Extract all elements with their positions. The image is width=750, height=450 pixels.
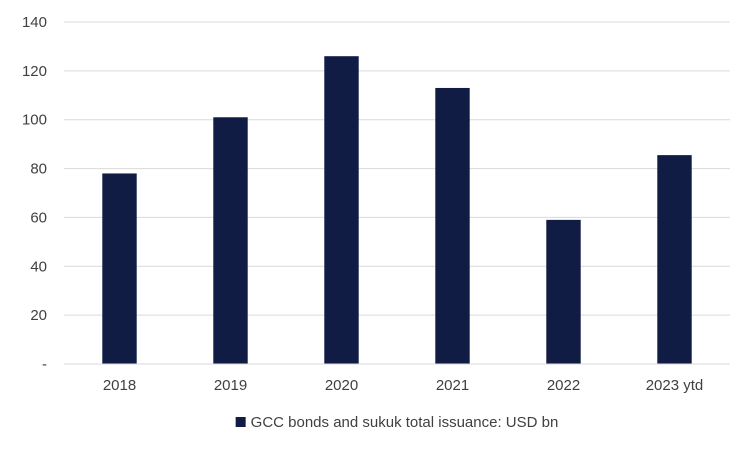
y-tick-label: 140 [22,14,47,31]
bar [657,155,692,364]
legend: GCC bonds and sukuk total issuance: USD … [235,414,559,431]
gridlines [64,21,730,316]
x-tick-label: 2020 [325,377,358,394]
bars [102,56,692,365]
x-tick-label: 2022 [547,377,580,394]
legend-swatch [235,417,246,427]
y-axis-tick-labels: - 20 40 60 80 100 120 140 [22,14,47,373]
y-tick-label: 80 [30,161,47,178]
x-tick-label: 2018 [103,377,136,394]
x-tick-label: 2019 [214,377,247,394]
x-tick-label: 2021 [436,377,469,394]
y-tick-label: 20 [30,307,47,324]
x-axis-tick-labels: 2018 2019 2020 2021 2022 2023 ytd [103,377,703,394]
bar [324,56,359,364]
bar [213,117,248,365]
y-tick-label: 120 [22,63,47,80]
y-tick-label: - [42,356,47,373]
y-tick-label: 100 [22,112,47,129]
y-tick-label: 40 [30,258,47,275]
legend-label: GCC bonds and sukuk total issuance: USD … [251,414,559,431]
bar [102,173,137,364]
x-tick-label: 2023 ytd [646,377,704,394]
bar [435,87,470,364]
bar [546,219,581,364]
y-tick-label: 60 [30,209,47,226]
